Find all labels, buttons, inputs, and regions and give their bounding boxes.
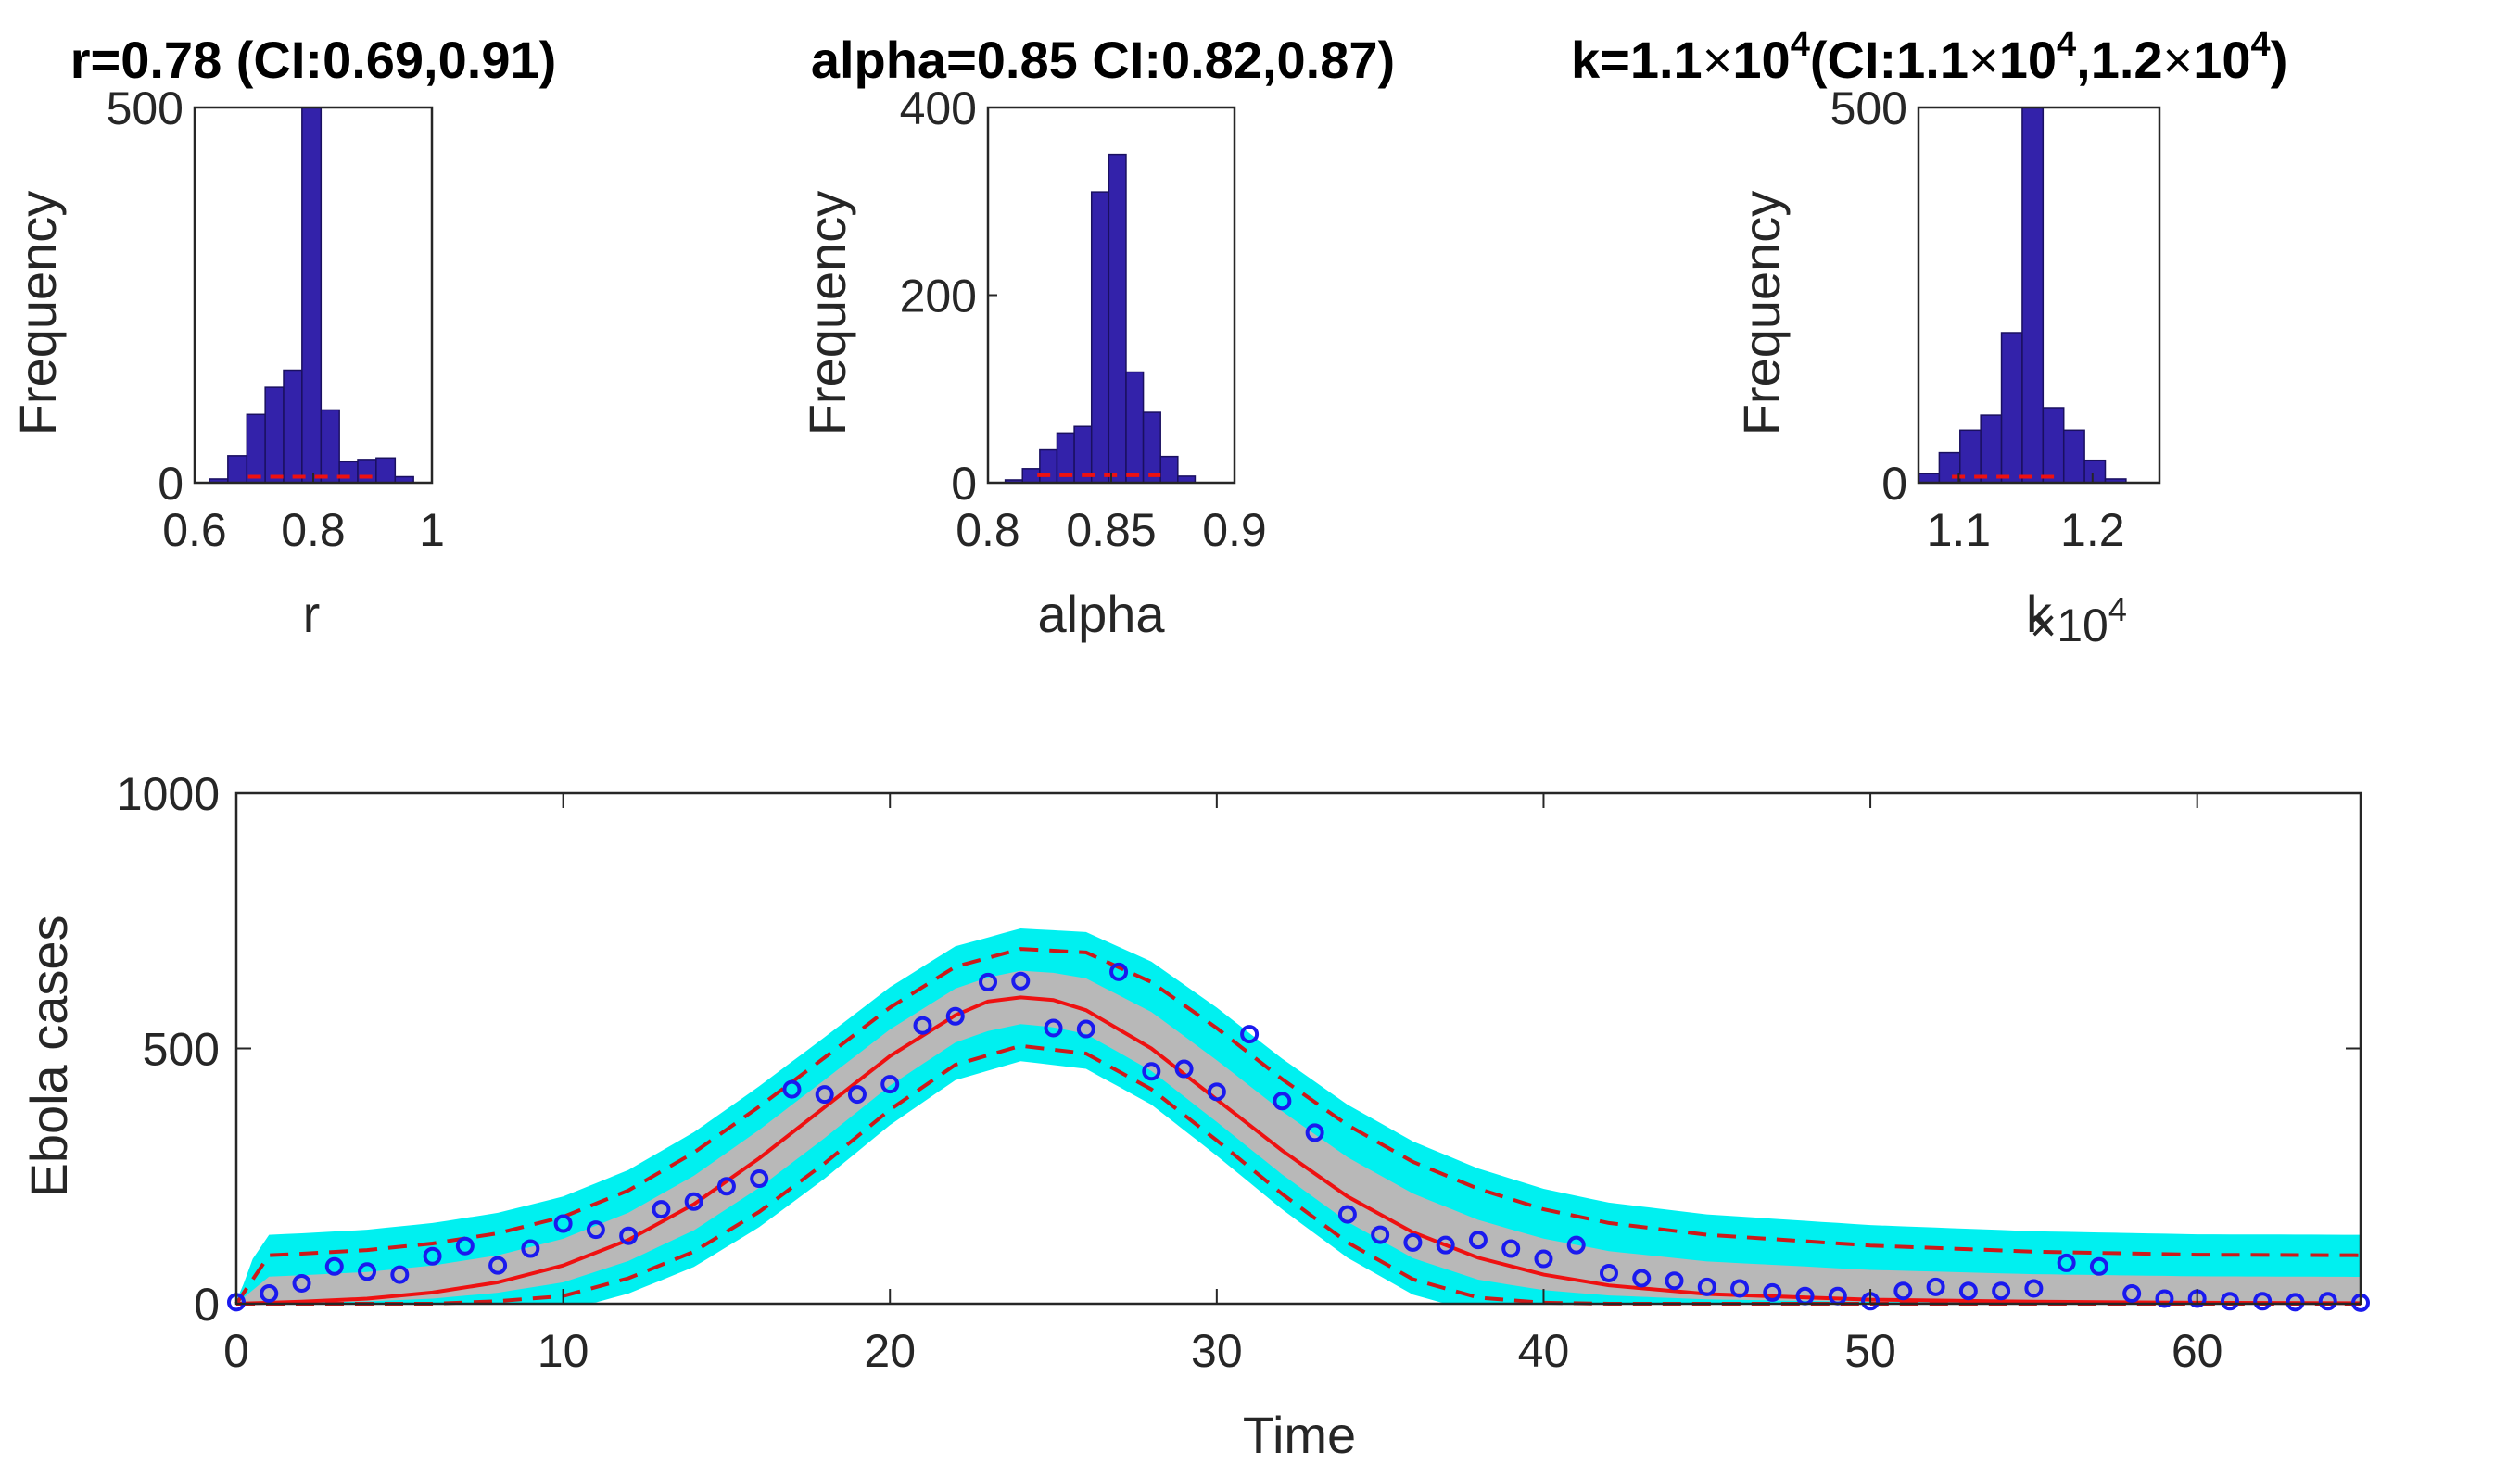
histogram-bar [358, 460, 376, 483]
histogram-alpha-xlabel: alpha [1037, 585, 1165, 643]
histogram-bar [1918, 473, 1939, 483]
x-tick-label: 20 [864, 1325, 916, 1377]
x-tick-label: 0.8 [281, 504, 346, 556]
histogram-r-ylabel: Frequency [8, 191, 67, 436]
histogram-bar [321, 410, 339, 483]
x-tick-label: 0 [223, 1325, 249, 1377]
k-title-exp-2: 4 [2057, 25, 2076, 64]
x-tick-label: 30 [1191, 1325, 1243, 1377]
histogram-bar [1144, 412, 1161, 483]
y-tick-label: 0 [194, 1279, 220, 1331]
y-tick-label: 0 [1881, 458, 1907, 510]
y-tick-label: 400 [900, 82, 977, 134]
histogram-alpha-title: alpha=0.85 CI:0.82,0.87) [811, 31, 1395, 89]
histogram-r-bars [209, 107, 413, 483]
k-title-times-2: × [1969, 31, 1999, 89]
histogram-r-ticks: 0.6 0.8 1 0 500 [107, 82, 445, 556]
histogram-bar [1022, 469, 1040, 483]
histogram-bar [376, 458, 395, 483]
histogram-k-bars [1918, 107, 2126, 483]
k-title-ci-label: (CI:1.1 [1810, 31, 1969, 89]
x-tick-label: 0.9 [1202, 504, 1267, 556]
k-title-base: k=1.1 [1571, 31, 1703, 89]
x-tick-label: 0.6 [162, 504, 227, 556]
histogram-alpha-ticks: 0.8 0.85 0.9 0 200 400 [900, 82, 1267, 556]
histogram-bar [302, 107, 321, 483]
epidemic-curve: 0 10 20 30 40 50 60 0 500 1000 Time Ebola cases [19, 768, 2368, 1464]
histogram-bar [1126, 372, 1144, 483]
y-tick-label: 0 [158, 458, 184, 510]
histogram-k-ylabel: Frequency [1732, 191, 1791, 436]
figure: r=0.78 (CI:0.69,0.91) 0.6 0.8 10500 r Freq… [0, 0, 2520, 1477]
histogram-bar [1960, 430, 1981, 483]
histogram-bar [228, 456, 247, 483]
k-title-ci-end: ) [2271, 31, 2288, 89]
histogram-alpha-ylabel: Frequency [798, 191, 856, 436]
y-tick-label: 1000 [117, 768, 220, 820]
histogram-bar [284, 371, 302, 484]
histogram-bar [2002, 333, 2022, 483]
histogram-k-x-multiplier: ×104 [2030, 590, 2127, 651]
x-tick-label: 50 [1844, 1325, 1896, 1377]
k-title-ci-mid: ,1.2 [2076, 31, 2162, 89]
histogram-r-xlabel: r [303, 585, 321, 643]
k-title-times: × [1703, 31, 1733, 89]
histogram-bar [339, 461, 358, 483]
x-tick-label: 10 [538, 1325, 589, 1377]
histogram-r-title: r=0.78 (CI:0.69,0.91) [70, 31, 557, 89]
histogram-bar [1040, 450, 1057, 483]
x-tick-label: 1 [419, 504, 445, 556]
histogram-bar [1108, 155, 1126, 483]
k-title-exp: 4 [1791, 25, 1810, 64]
histogram-bar [1160, 457, 1178, 483]
histogram-alpha: alpha=0.85 CI:0.82,0.87) 0.8 0.85 0.9 0 200 4… [798, 31, 1395, 643]
x-tick-label: 1.1 [1927, 504, 1992, 556]
x-tick-label: 40 [1518, 1325, 1570, 1377]
x-tick-label: 1.2 [2060, 504, 2125, 556]
k-title-times-3: × [2163, 31, 2194, 89]
y-tick-label: 500 [143, 1024, 220, 1076]
y-tick-label: 500 [1830, 82, 1907, 134]
histogram-k: k=1.1×104(CI:1.1×104,1.2×104) 1.1 1.20500… [1571, 25, 2287, 651]
x-tick-label: 0.85 [1066, 504, 1156, 556]
k-title-ten-2: 10 [1999, 31, 2057, 89]
histogram-alpha-bars [1006, 155, 1196, 483]
k-title-ten-3: 10 [2193, 31, 2250, 89]
epidemic-curve-xlabel: Time [1243, 1406, 1356, 1464]
y-tick-label: 500 [107, 82, 184, 134]
histogram-bar [2043, 408, 2063, 483]
y-tick-label: 200 [900, 271, 977, 322]
histogram-k-title: k=1.1×104(CI:1.1×104,1.2×104) [1571, 25, 2287, 89]
histogram-k-ticks: 1.1 1.2 0 500 [1830, 82, 2125, 556]
histogram-bar [2064, 430, 2084, 483]
histogram-bar [1981, 415, 2001, 483]
histogram-bar [247, 414, 265, 483]
y-tick-label: 0 [951, 458, 977, 510]
x-tick-label: 0.8 [956, 504, 1020, 556]
x-tick-label: 60 [2172, 1325, 2223, 1377]
histogram-r: r=0.78 (CI:0.69,0.91) 0.6 0.8 1 0 500 r Freq… [8, 31, 556, 643]
histogram-bar [265, 387, 284, 483]
k-title-exp-3: 4 [2251, 25, 2271, 64]
epidemic-curve-ylabel: Ebola cases [19, 915, 78, 1197]
k-title-ten: 10 [1732, 31, 1790, 89]
histogram-bar [2084, 461, 2105, 483]
histogram-bar [2022, 107, 2043, 483]
histogram-bar [1092, 192, 1109, 483]
